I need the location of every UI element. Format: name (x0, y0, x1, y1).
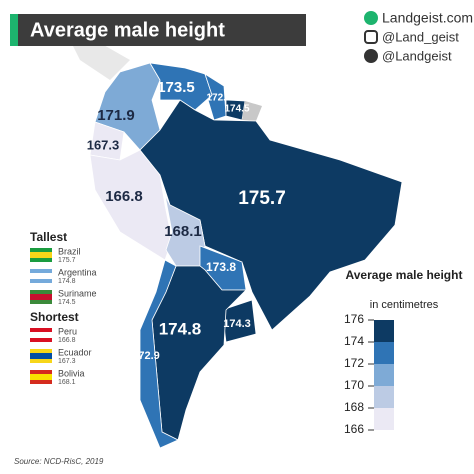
legend-tick-label: 166 (344, 422, 364, 436)
region-label: 175.7 (238, 188, 286, 209)
country-name: Bolivia (58, 368, 85, 378)
flag (30, 252, 52, 258)
legend-tick-label: 168 (344, 400, 364, 414)
legend-swatch (374, 408, 394, 430)
legend-subtitle: in centimetres (370, 299, 439, 311)
country-name: Peru (58, 326, 77, 336)
country-value: 175.7 (58, 257, 76, 264)
country-name: Brazil (58, 246, 81, 256)
country-name: Ecuador (58, 347, 92, 357)
brand-twitter: @Landgeist (382, 48, 452, 63)
region-label: 166.8 (105, 188, 143, 205)
flag (30, 374, 52, 380)
shortest-title: Shortest (30, 310, 79, 324)
legend-swatch (374, 386, 394, 408)
flag (30, 273, 52, 279)
country-name: Suriname (58, 288, 97, 298)
flag (30, 332, 52, 338)
legend-tick-label: 174 (344, 334, 364, 348)
legend-tick-label: 170 (344, 378, 364, 392)
region-label: 167.3 (87, 137, 120, 152)
title-banner (10, 14, 306, 46)
globe-icon (364, 11, 378, 25)
region-label: 168.1 (164, 223, 202, 240)
source: Source: NCD-RisC, 2019 (14, 457, 104, 466)
region-label: 173.5 (157, 79, 195, 96)
french-guiana (242, 101, 262, 121)
title-accent (10, 14, 18, 46)
tallest-title: Tallest (30, 230, 67, 244)
country-value: 174.5 (58, 299, 76, 306)
region-label: 174.3 (223, 318, 251, 330)
region-label: 174.8 (159, 319, 202, 338)
legend-swatch (374, 342, 394, 364)
flag (30, 294, 52, 300)
legend-tick-label: 176 (344, 312, 364, 326)
region-label: 173.8 (206, 260, 236, 274)
legend-swatch (374, 320, 394, 342)
legend-title: Average male height (346, 268, 463, 282)
flag (30, 353, 52, 359)
legend-swatch (374, 364, 394, 386)
country-name: Argentina (58, 267, 97, 277)
instagram-icon (364, 30, 378, 44)
legend-tick-label: 172 (344, 356, 364, 370)
region-label: 171.9 (97, 107, 135, 124)
region (89, 149, 173, 261)
title: Average male height (30, 19, 225, 41)
region (139, 259, 179, 449)
region-label: 172.2 (206, 93, 231, 104)
twitter-icon (364, 49, 378, 63)
country-value: 174.8 (58, 278, 76, 285)
country-value: 166.8 (58, 337, 76, 344)
region-label: 172.9 (132, 350, 160, 362)
country-value: 167.3 (58, 358, 76, 365)
region-label: 174.5 (224, 104, 249, 115)
country-value: 168.1 (58, 379, 76, 386)
brand-site: Landgeist.com (382, 10, 473, 26)
brand-instagram: @Land_geist (382, 29, 459, 44)
